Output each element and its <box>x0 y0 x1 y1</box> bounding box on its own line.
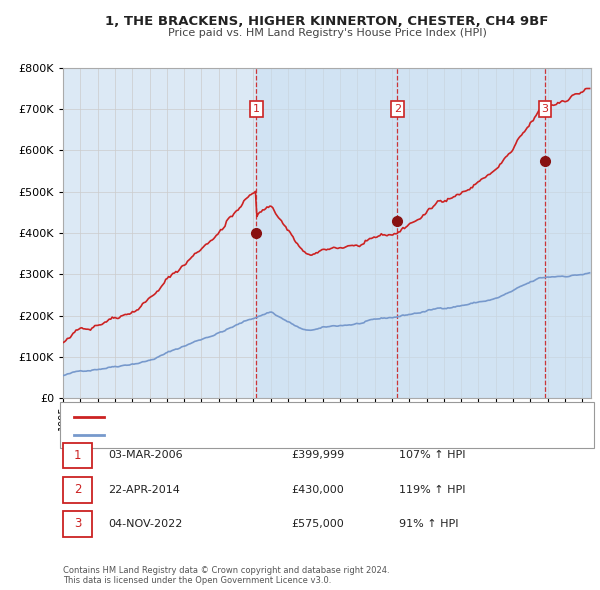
Text: 107% ↑ HPI: 107% ↑ HPI <box>399 451 466 460</box>
Text: 1: 1 <box>253 104 260 114</box>
Bar <box>397 68 545 398</box>
Text: 1, THE BRACKENS, HIGHER KINNERTON, CHESTER,  CH4 9BF (detached house): 1, THE BRACKENS, HIGHER KINNERTON, CHEST… <box>110 412 480 421</box>
Text: 119% ↑ HPI: 119% ↑ HPI <box>399 485 466 494</box>
Text: 04-NOV-2022: 04-NOV-2022 <box>108 519 182 529</box>
Text: 3: 3 <box>74 517 81 530</box>
Text: £575,000: £575,000 <box>291 519 344 529</box>
Bar <box>545 68 591 398</box>
Text: 03-MAR-2006: 03-MAR-2006 <box>108 451 182 460</box>
Text: 1: 1 <box>74 449 81 462</box>
Text: 1, THE BRACKENS, HIGHER KINNERTON, CHESTER, CH4 9BF: 1, THE BRACKENS, HIGHER KINNERTON, CHEST… <box>106 15 548 28</box>
Text: 3: 3 <box>541 104 548 114</box>
Text: HPI: Average price, detached house, Flintshire: HPI: Average price, detached house, Flin… <box>110 431 329 440</box>
Text: 2: 2 <box>394 104 401 114</box>
Bar <box>256 68 397 398</box>
Text: 2: 2 <box>74 483 81 496</box>
Text: 91% ↑ HPI: 91% ↑ HPI <box>399 519 458 529</box>
Text: 22-APR-2014: 22-APR-2014 <box>108 485 180 494</box>
Text: £399,999: £399,999 <box>291 451 344 460</box>
Text: Price paid vs. HM Land Registry's House Price Index (HPI): Price paid vs. HM Land Registry's House … <box>167 28 487 38</box>
Text: Contains HM Land Registry data © Crown copyright and database right 2024.
This d: Contains HM Land Registry data © Crown c… <box>63 566 389 585</box>
Text: £430,000: £430,000 <box>291 485 344 494</box>
